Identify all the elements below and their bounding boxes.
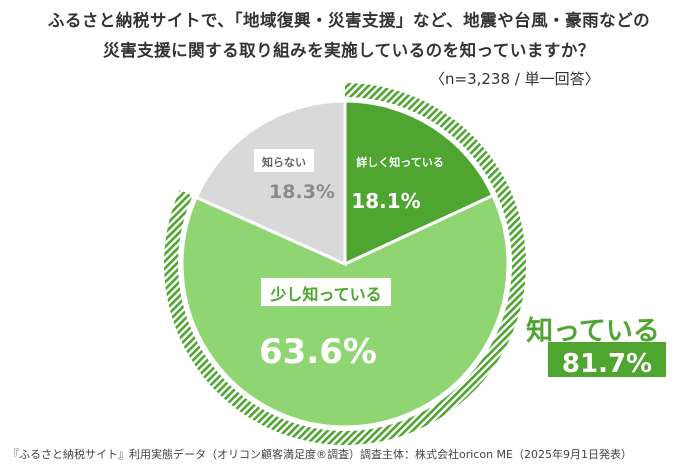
slice-label-box-unaware (254, 149, 314, 172)
summary-group: 知っている 81.7% (526, 316, 666, 379)
chart-title-line1: ふるさと納税サイトで、「地域復興・災害支援」など、地震や台風・豪雨などの (47, 11, 651, 30)
slice-label-detailed: 詳しく知っている (356, 155, 443, 169)
slice-value-unaware: 18.3% (269, 181, 335, 203)
summary-label: 知っている (526, 316, 660, 347)
pie-slice-unaware (194, 99, 347, 267)
pie-slices (180, 99, 510, 429)
slice-label-somewhat: 少し知っている (269, 285, 381, 304)
slice-label-unaware: 知らない (261, 155, 306, 169)
pie-slice-somewhat (180, 193, 510, 429)
chart-title-line2: 災害支援に関する取り組みを実施しているのを知っていますか？ (103, 41, 595, 60)
summary-value-box (548, 342, 666, 377)
slice-value-detailed: 18.1% (351, 189, 420, 213)
pie-labels: 詳しく知っている 18.1% 少し知っている 63.6% 知らない 18.3% (254, 149, 446, 372)
sample-size-note: 〈n=3,238 / 単一回答〉 (430, 70, 600, 88)
pie-slice-detailed (343, 99, 495, 267)
slice-value-somewhat: 63.6% (259, 332, 377, 372)
slice-label-box-somewhat (261, 278, 391, 306)
slice-label-box-detailed (354, 149, 446, 172)
summary-value: 81.7% (562, 349, 652, 379)
source-footnote: 『ふるさと納税サイト』利用実態データ（オリコン顧客満足度®調査）調査主体：株式会… (8, 448, 632, 461)
